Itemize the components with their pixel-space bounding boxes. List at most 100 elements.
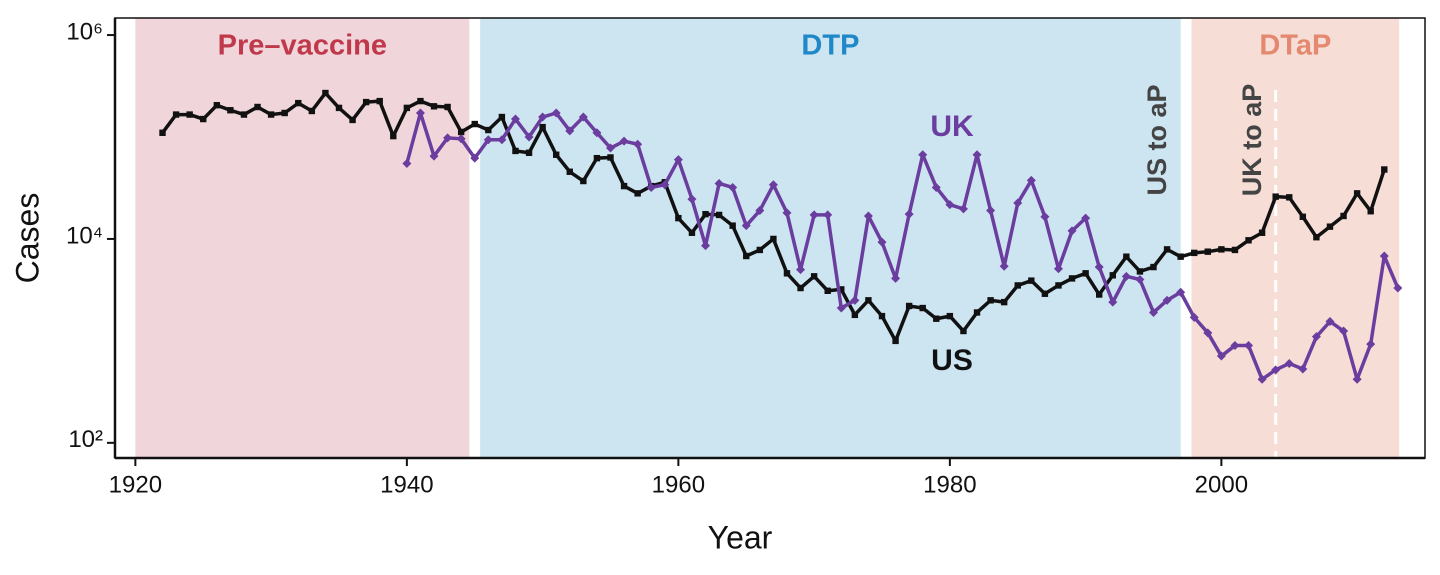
series-label: US xyxy=(931,344,973,377)
point xyxy=(931,182,941,192)
point xyxy=(619,136,629,146)
point xyxy=(457,128,465,136)
point xyxy=(578,112,588,122)
point xyxy=(580,177,587,185)
point xyxy=(986,206,996,216)
point xyxy=(660,180,670,190)
point xyxy=(335,104,343,112)
point xyxy=(240,111,248,118)
point xyxy=(728,182,738,192)
point xyxy=(877,237,887,247)
point xyxy=(1245,237,1252,244)
series-label: UK xyxy=(930,110,974,143)
point xyxy=(1231,246,1239,254)
point xyxy=(281,109,288,117)
point xyxy=(227,107,234,114)
point xyxy=(1340,212,1347,220)
point xyxy=(702,210,709,218)
point xyxy=(512,147,519,155)
point xyxy=(945,200,955,210)
plot: US to aP UK to aP 1920 1940 1960 1980 2000 10² 1… xyxy=(66,17,1426,498)
point xyxy=(1299,213,1307,220)
point xyxy=(960,327,967,335)
point xyxy=(838,286,845,293)
point xyxy=(865,297,872,304)
point xyxy=(403,104,411,112)
point xyxy=(510,114,520,124)
point xyxy=(551,108,561,118)
point xyxy=(213,102,221,109)
point xyxy=(972,150,982,160)
point xyxy=(471,120,478,128)
point xyxy=(1013,198,1023,208)
y-axis-title: Cases xyxy=(9,193,45,284)
y-tick-label: 10⁶ xyxy=(66,18,103,45)
point xyxy=(415,108,425,118)
point xyxy=(1041,290,1049,297)
point xyxy=(810,273,818,280)
region-label: DTaP xyxy=(1259,30,1331,62)
point xyxy=(987,297,994,304)
point xyxy=(1028,277,1035,284)
point xyxy=(1257,374,1267,384)
point xyxy=(1218,246,1225,253)
point xyxy=(797,284,804,292)
x-tick-label: 1940 xyxy=(380,471,433,498)
point xyxy=(809,210,819,220)
point xyxy=(892,337,899,345)
point xyxy=(1284,359,1294,369)
point xyxy=(741,221,751,231)
point xyxy=(308,107,316,115)
x-tick-label: 1920 xyxy=(109,471,162,498)
point xyxy=(905,302,913,310)
y-tick-label: 10² xyxy=(68,426,103,453)
x-tick-label: 2000 xyxy=(1195,471,1248,498)
switch-label: UK to aP xyxy=(1237,84,1267,197)
point xyxy=(743,252,750,260)
point xyxy=(1325,316,1335,326)
point xyxy=(1040,212,1050,222)
point xyxy=(999,261,1009,271)
point xyxy=(1271,365,1281,375)
point xyxy=(1135,275,1145,285)
point xyxy=(443,133,453,143)
point xyxy=(675,214,682,222)
point xyxy=(1163,246,1171,253)
point xyxy=(1272,193,1279,200)
point xyxy=(714,178,724,188)
point xyxy=(770,235,777,243)
point xyxy=(172,111,180,118)
point xyxy=(607,154,614,161)
point xyxy=(1136,268,1144,275)
point xyxy=(1094,262,1104,272)
point xyxy=(1230,341,1240,351)
point xyxy=(1393,283,1403,293)
point xyxy=(958,204,968,214)
point xyxy=(593,154,601,162)
regions: Pre–vaccine DTP DTaP xyxy=(135,18,1400,458)
point xyxy=(796,265,806,275)
region-band xyxy=(135,18,470,458)
point xyxy=(1108,297,1118,307)
point xyxy=(552,151,560,158)
point xyxy=(1014,282,1021,289)
point xyxy=(417,97,424,105)
point xyxy=(634,190,641,197)
point xyxy=(1121,271,1131,281)
point xyxy=(1286,194,1293,201)
point xyxy=(538,112,548,122)
point xyxy=(362,98,370,106)
point xyxy=(322,89,329,97)
point xyxy=(1366,339,1376,349)
point xyxy=(1177,253,1184,260)
point xyxy=(1379,251,1389,261)
y-tick-label: 10⁴ xyxy=(66,222,103,249)
point xyxy=(633,139,643,149)
point xyxy=(186,111,193,118)
point xyxy=(1055,282,1062,289)
region-label: DTP xyxy=(801,30,859,62)
point xyxy=(1326,223,1334,230)
point xyxy=(470,153,480,163)
point xyxy=(444,103,451,111)
point xyxy=(701,241,711,251)
